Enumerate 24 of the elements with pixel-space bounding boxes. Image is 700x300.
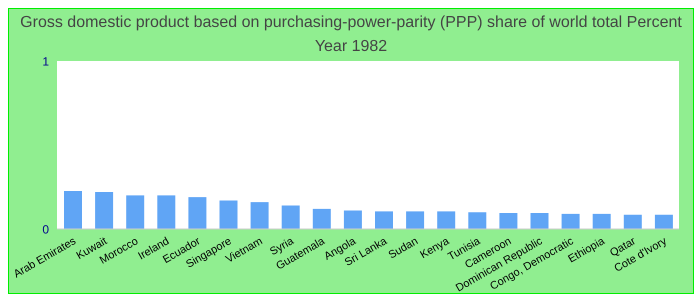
bar: [375, 211, 393, 229]
bar: [188, 197, 206, 229]
bar: [530, 213, 548, 229]
bar: [312, 208, 331, 229]
bar: [250, 202, 269, 229]
bar: [64, 191, 82, 229]
bar: [562, 214, 580, 229]
bar: [468, 212, 486, 229]
y-tick-label: 0: [42, 222, 50, 236]
bar: [499, 213, 518, 229]
chart-subtitle: Year 1982: [314, 38, 388, 55]
bar: [220, 200, 238, 229]
bar: [344, 210, 362, 229]
bar: [624, 214, 642, 229]
chart-title: Gross domestic product based on purchasing-power-parity (PPP) share of world total Percent: [19, 13, 683, 33]
y-tick-label: 1: [42, 54, 50, 68]
bar: [282, 205, 300, 229]
bar: [126, 195, 144, 229]
bar: [654, 214, 673, 229]
bar: [592, 214, 611, 229]
bar: [157, 195, 176, 229]
bar: [437, 211, 456, 229]
bar: [406, 211, 424, 229]
bar: [95, 192, 114, 229]
